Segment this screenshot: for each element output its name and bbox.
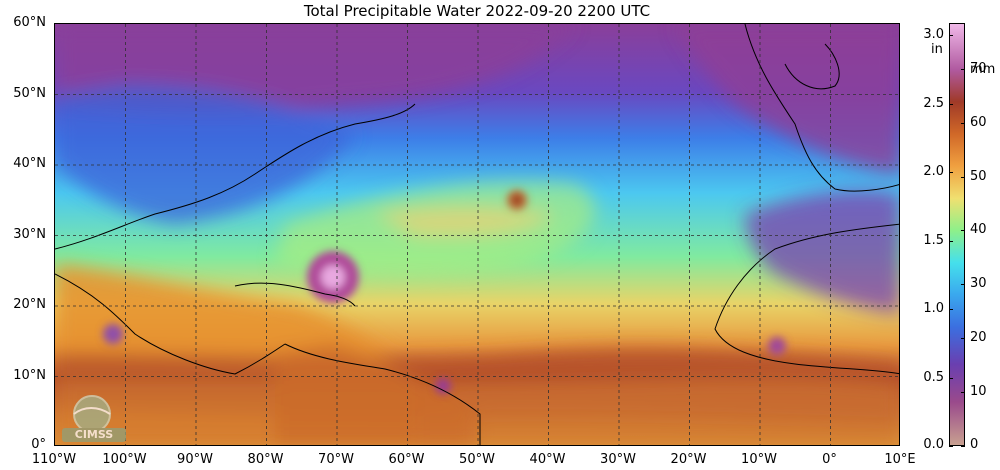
lon-label: 50°W [459, 452, 495, 467]
lat-label: 30°N [13, 226, 46, 242]
colorbar-tick-in [949, 309, 953, 311]
colorbar-label-mm: 0 [970, 437, 979, 452]
colorbar-tick-mm [961, 284, 965, 286]
colorbar-label-in: 2.0 [923, 164, 944, 180]
colorbar-tick-mm [961, 338, 965, 340]
colorbar-label-in: 0.5 [923, 369, 944, 385]
colorbar-tick-in [949, 240, 953, 242]
colorbar-tick-in [949, 172, 953, 174]
lon-label: 10°W [741, 452, 777, 467]
lat-label: 40°N [13, 156, 46, 171]
colorbar-label-in: 1.0 [923, 301, 944, 317]
colorbar-label-in: 2.5 [923, 95, 944, 111]
tpw-map[interactable] [54, 23, 900, 446]
colorbar-label-in: 1.5 [923, 232, 944, 248]
lon-label: 60°W [388, 452, 425, 467]
lon-label: 0° [822, 452, 837, 467]
lon-label: 20°W [670, 452, 707, 467]
colorbar-tick-mm [961, 230, 965, 232]
colorbar-tick-in [949, 377, 953, 379]
map-title: Total Precipitable Water 2022-09-20 2200… [303, 2, 651, 20]
colorbar-label-mm: 70 [970, 60, 987, 76]
colorbar-tick-mm [961, 68, 965, 70]
colorbar-label-mm: 30 [970, 276, 987, 292]
colorbar-label-in: 0.0 [923, 437, 944, 452]
cimss-logo: CIMSS [58, 392, 130, 444]
colorbar-label-mm: 60 [970, 114, 987, 130]
colorbar-tick-in [949, 446, 953, 447]
colorbar-tick-in [949, 103, 953, 105]
colorbar-tick-mm [961, 392, 965, 394]
lat-label: 0° [31, 437, 46, 452]
colorbar-tick-mm [961, 446, 965, 447]
lon-label: 80°W [247, 452, 284, 467]
lon-label: 70°W [318, 452, 354, 467]
lon-label: 90°W [177, 452, 213, 467]
colorbar-tick-mm [961, 122, 965, 124]
colorbar-tick-in [949, 35, 953, 37]
colorbar-label-in: 3.0 [923, 27, 944, 43]
lat-label: 60°N [13, 15, 46, 30]
colorbar-label-mm: 40 [970, 222, 987, 238]
graticule [55, 24, 899, 445]
lon-label: 110°W [31, 452, 77, 467]
lon-label: 30°W [600, 452, 636, 467]
tpw-field [55, 24, 899, 445]
colorbar [949, 23, 965, 446]
colorbar-tick-mm [961, 176, 965, 178]
colorbar-label-mm: 10 [970, 384, 987, 400]
lat-label: 20°N [13, 297, 46, 312]
lon-label: 10°E [884, 452, 916, 467]
lon-label: 100°W [102, 452, 147, 467]
lat-label: 10°N [13, 367, 46, 383]
colorbar-label-mm: 50 [970, 168, 987, 184]
colorbar-unit-mm: mm [970, 62, 996, 77]
colorbar-unit-in: in [931, 42, 943, 57]
colorbar-label-mm: 20 [970, 330, 987, 346]
cimss-logo-text: CIMSS [74, 428, 114, 441]
lon-label: 40°W [529, 452, 566, 467]
lat-label: 50°N [13, 85, 46, 101]
